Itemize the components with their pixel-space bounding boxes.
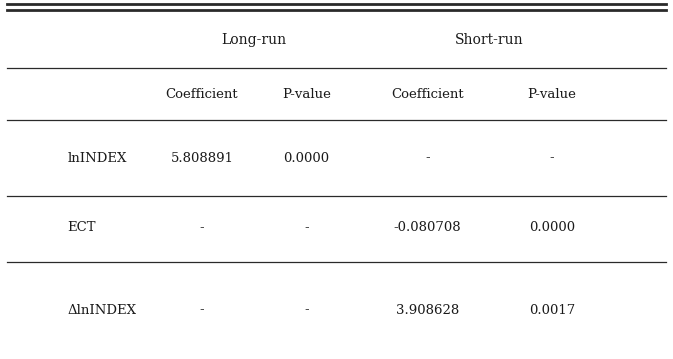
- Text: 5.808891: 5.808891: [170, 151, 234, 164]
- Text: 3.908628: 3.908628: [396, 303, 459, 317]
- Text: 0.0017: 0.0017: [529, 303, 575, 317]
- Text: Long-run: Long-run: [221, 33, 287, 47]
- Text: -: -: [425, 151, 429, 164]
- Text: Short-run: Short-run: [456, 33, 524, 47]
- Text: Coefficient: Coefficient: [166, 88, 238, 101]
- Text: -: -: [304, 303, 308, 317]
- Text: -: -: [200, 303, 204, 317]
- Text: -0.080708: -0.080708: [394, 222, 461, 234]
- Text: 0.0000: 0.0000: [529, 222, 575, 234]
- Text: Coefficient: Coefficient: [391, 88, 464, 101]
- Text: lnINDEX: lnINDEX: [67, 151, 127, 164]
- Text: ECT: ECT: [67, 222, 96, 234]
- Text: -: -: [200, 222, 204, 234]
- Text: P-value: P-value: [282, 88, 330, 101]
- Text: -: -: [304, 222, 308, 234]
- Text: P-value: P-value: [528, 88, 576, 101]
- Text: ΔlnINDEX: ΔlnINDEX: [67, 303, 137, 317]
- Text: 0.0000: 0.0000: [283, 151, 329, 164]
- Text: -: -: [550, 151, 554, 164]
